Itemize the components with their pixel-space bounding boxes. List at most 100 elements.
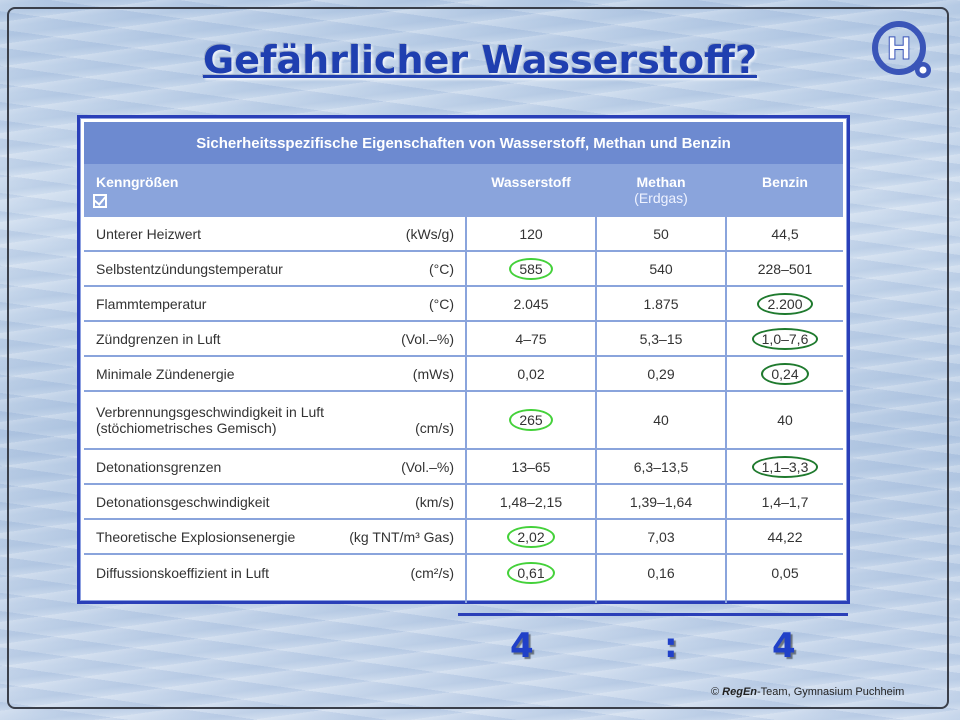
row-unit: (°C) <box>428 260 454 277</box>
column-divider <box>725 164 727 603</box>
table-row: Minimale Zündenergie (mWs) 0,02 0,29 0,24 <box>84 357 843 392</box>
table-heading: Sicherheitsspezifische Eigenschaften von… <box>84 122 843 164</box>
petrol-value: 40 <box>777 412 793 428</box>
methane-value-cell: 0,29 <box>597 357 725 390</box>
row-label: Verbrennungsgeschwindigkeit in Luft (stöc… <box>96 392 386 448</box>
row-label: Theoretische Explosionsenergie <box>96 528 296 545</box>
copyright-symbol: © <box>711 686 720 698</box>
row-label: Diffussionskoeffizient in Luft <box>96 564 270 581</box>
hydrogen-value: 120 <box>519 225 543 242</box>
row-label: Unterer Heizwert <box>96 225 202 242</box>
table-row: Flammtemperatur (°C) 2.045 1.875 2.200 <box>84 287 843 322</box>
hydrogen-value-cell: 585 <box>467 252 595 285</box>
hydrogen-value-cell: 120 <box>467 217 595 250</box>
table-row: Verbrennungsgeschwindigkeit in Luft (stöc… <box>84 392 843 450</box>
methane-value: 6,3–13,5 <box>633 458 689 475</box>
column-divider <box>595 164 597 603</box>
methane-value: 1.875 <box>643 295 679 312</box>
hydrogen-value-cell: 0,61 <box>467 555 595 590</box>
hydrogen-value: 1,48–2,15 <box>499 493 563 510</box>
petrol-value-cell: 1,0–7,6 <box>727 322 843 355</box>
row-unit: (cm²/s) <box>410 564 454 581</box>
h2-logo-icon: H <box>872 21 931 78</box>
table-row: Zündgrenzen in Luft (Vol.–%) 4–75 5,3–15 1,0… <box>84 322 843 357</box>
hydrogen-value-cell: 2.045 <box>467 287 595 320</box>
table-row: Unterer Heizwert (kWs/g) 120 50 44,5 <box>84 217 843 252</box>
petrol-value-cell: 228–501 <box>727 252 843 285</box>
methane-value: 540 <box>649 260 673 277</box>
petrol-value: 2.200 <box>757 292 813 315</box>
row-label: Detonationsgeschwindigkeit <box>96 493 270 510</box>
petrol-value: 1,0–7,6 <box>751 327 819 350</box>
score-separator: : <box>664 626 678 666</box>
row-unit: (kWs/g) <box>405 225 454 242</box>
hydrogen-value-cell: 1,48–2,15 <box>467 485 595 518</box>
petrol-value: 1,1–3,3 <box>751 455 819 478</box>
hydrogen-value-cell: 2,02 <box>467 520 595 553</box>
row-unit: (mWs) <box>412 365 454 382</box>
column-header-hydrogen: Wasserstoff <box>491 174 571 190</box>
score-underline <box>458 613 848 616</box>
score-petrol: 4 <box>772 626 796 666</box>
methane-value-cell: 40 <box>597 392 725 448</box>
column-header-methane-sub: (Erdgas) <box>634 190 688 206</box>
column-header-methane-label: Methan <box>636 174 686 190</box>
hydrogen-value: 4–75 <box>515 330 547 347</box>
methane-value: 5,3–15 <box>639 330 683 347</box>
hydrogen-value: 585 <box>509 257 553 280</box>
row-unit: (cm/s) <box>415 420 454 436</box>
hydrogen-value: 13–65 <box>511 458 551 475</box>
petrol-value-cell: 44,22 <box>727 520 843 553</box>
properties-table: Sicherheitsspezifische Eigenschaften von… <box>77 115 850 604</box>
table-row: Selbstentzündungstemperatur (°C) 585 540 228… <box>84 252 843 287</box>
hydrogen-value-cell: 4–75 <box>467 322 595 355</box>
row-label: Minimale Zündenergie <box>96 365 235 382</box>
petrol-value-cell: 1,1–3,3 <box>727 450 843 483</box>
petrol-value-cell: 2.200 <box>727 287 843 320</box>
methane-value-cell: 50 <box>597 217 725 250</box>
methane-value: 7,03 <box>647 528 675 545</box>
methane-value-cell: 5,3–15 <box>597 322 725 355</box>
score-hydrogen: 4 <box>510 626 534 666</box>
petrol-value: 0,05 <box>771 564 799 581</box>
row-label: Detonationsgrenzen <box>96 458 222 475</box>
petrol-value-cell: 1,4–1,7 <box>727 485 843 518</box>
hydrogen-value: 0,02 <box>517 365 545 382</box>
methane-value: 1,39–1,64 <box>629 493 693 510</box>
petrol-value: 44,5 <box>771 225 799 242</box>
petrol-value-cell: 0,24 <box>727 357 843 390</box>
copyright-text: -Team, Gymnasium Puchheim <box>757 686 905 698</box>
row-unit: (Vol.–%) <box>401 330 454 347</box>
petrol-value: 0,24 <box>761 362 809 385</box>
column-header-param: Kenngrößen <box>96 174 179 190</box>
row-unit: (kg TNT/m³ Gas) <box>349 528 454 545</box>
row-label: Flammtemperatur <box>96 295 207 312</box>
methane-value: 0,29 <box>647 365 675 382</box>
hydrogen-value: 2.045 <box>513 295 549 312</box>
methane-value: 40 <box>653 412 669 428</box>
row-unit: (km/s) <box>415 493 454 510</box>
petrol-value: 1,4–1,7 <box>761 493 809 510</box>
row-label: Selbstentzündungstemperatur <box>96 260 283 277</box>
hydrogen-value: 265 <box>509 409 553 431</box>
methane-value-cell: 540 <box>597 252 725 285</box>
row-label-line2: (stöchiometrisches Gemisch) <box>96 420 277 436</box>
checkbox-icon <box>93 194 107 208</box>
column-divider <box>465 164 467 603</box>
row-label: Zündgrenzen in Luft <box>96 330 221 347</box>
petrol-value-cell: 0,05 <box>727 555 843 590</box>
methane-value-cell: 0,16 <box>597 555 725 590</box>
hydrogen-value: 0,61 <box>507 561 555 584</box>
methane-value: 50 <box>653 225 669 242</box>
slide-title: Gefährlicher Wasserstoff? <box>203 38 757 82</box>
hydrogen-value-cell: 13–65 <box>467 450 595 483</box>
petrol-value-cell: 40 <box>727 392 843 448</box>
row-label-line1: Verbrennungsgeschwindigkeit in Luft <box>96 404 325 420</box>
methane-value-cell: 1.875 <box>597 287 725 320</box>
column-header-petrol: Benzin <box>762 174 808 190</box>
table-row: Detonationsgrenzen (Vol.–%) 13–65 6,3–13,5 1… <box>84 450 843 485</box>
table-column-headers: Kenngrößen Wasserstoff Methan (Erdgas) B… <box>84 164 843 217</box>
methane-value-cell: 6,3–13,5 <box>597 450 725 483</box>
methane-value-cell: 7,03 <box>597 520 725 553</box>
hydrogen-value-cell: 0,02 <box>467 357 595 390</box>
